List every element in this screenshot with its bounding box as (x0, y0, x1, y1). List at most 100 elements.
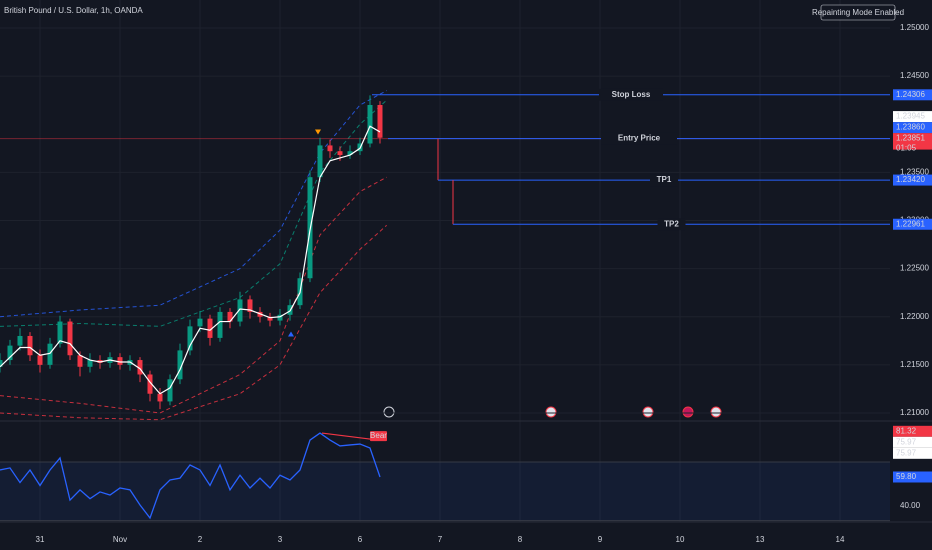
rsi-line (0, 432, 381, 520)
event-icon (545, 406, 557, 418)
candle-body (267, 316, 273, 321)
candle-body (347, 151, 353, 156)
candle-body (167, 379, 173, 402)
rsi-tag-bg (893, 447, 932, 459)
candle-body (0, 360, 3, 367)
rsi-tag-bg (893, 471, 932, 483)
rsi-tag: 81.32 (896, 426, 917, 435)
candle-body (237, 299, 243, 322)
level-tag-bg (893, 218, 932, 230)
candle-body (117, 357, 123, 365)
x-tick-label: Nov (113, 535, 127, 544)
x-tick-label: 6 (358, 535, 363, 544)
rsi-tag-bg (893, 436, 932, 448)
price-tag-sub: 01:05 (896, 144, 917, 153)
level-tag: 1.24306 (896, 90, 925, 99)
band-line (0, 90, 387, 318)
level-label: Entry Price (618, 134, 661, 143)
y-tick-label: 1.24500 (900, 71, 929, 80)
level-tag-bg (893, 174, 932, 186)
level-tag: 1.22961 (896, 219, 925, 228)
level-label-bg (599, 88, 663, 101)
level-label: TP2 (664, 219, 679, 228)
band-line (0, 99, 388, 327)
rsi-band (0, 462, 890, 521)
candle-body (77, 355, 83, 367)
price-tag: 1.23860 (896, 123, 925, 132)
divergence-line (321, 432, 379, 441)
price-tag: 1.23945 (896, 112, 925, 121)
level-label-bg (657, 218, 686, 231)
y-tick-label: 1.23500 (900, 167, 929, 176)
candle-body (217, 311, 223, 338)
x-tick-label: 10 (676, 535, 685, 544)
candle-body (247, 299, 253, 312)
candle-body (177, 350, 183, 380)
x-tick-label: 8 (518, 535, 523, 544)
event-icons (383, 406, 722, 418)
price-tag-bg (893, 111, 932, 123)
level-label-bg (650, 174, 678, 187)
event-icon (383, 406, 395, 418)
candle-body (67, 321, 73, 356)
level-label-bg (601, 132, 677, 145)
band-line (0, 176, 387, 414)
candle-body (17, 335, 23, 346)
y-tick-label: 1.25000 (900, 23, 929, 32)
candle-body (87, 360, 93, 367)
button[interactable]: Repainting Mode Enabled (812, 8, 904, 17)
divergence-label-bg (370, 431, 387, 442)
event-icon (710, 406, 722, 418)
candle-body (27, 335, 33, 356)
candle-body (377, 105, 383, 138)
rsi-tick-label: 40.00 (900, 501, 921, 510)
x-tick-label: 7 (438, 535, 443, 544)
x-tick-label: 9 (598, 535, 603, 544)
x-tick-label: 3 (278, 535, 283, 544)
y-tick-label: 1.22500 (900, 264, 929, 273)
candle-body (57, 321, 63, 344)
candle-body (47, 343, 53, 365)
candle-body (7, 345, 13, 361)
x-tick-label: 2 (198, 535, 203, 544)
event-icon (642, 406, 654, 418)
candle-body (137, 360, 143, 375)
chart-title: British Pound / U.S. Dollar, 1h, OANDA (4, 6, 143, 15)
candle-body (367, 105, 373, 144)
level-label: Stop Loss (612, 90, 651, 99)
signal-marker (315, 129, 321, 135)
band-line (0, 224, 388, 421)
price-tag: 1.23851 (896, 134, 925, 143)
price-tag-bg (893, 122, 932, 134)
x-tick-label: 14 (836, 535, 845, 544)
y-tick-label: 1.22000 (900, 312, 929, 321)
y-tick-label: 1.21500 (900, 360, 929, 369)
candle-body (317, 145, 323, 178)
candle-body (187, 326, 193, 351)
rsi-tag-bg (893, 425, 932, 437)
candle-body (147, 374, 153, 394)
rsi-tag: 75.97 (896, 448, 917, 457)
y-tick-label: 1.21000 (900, 408, 929, 417)
candle-body (277, 314, 283, 321)
candle-body (227, 311, 233, 322)
candle-body (327, 145, 333, 152)
moving-average (0, 125, 381, 395)
event-icon (682, 406, 694, 418)
rsi-tag: 59.80 (896, 472, 917, 481)
level-tag: 1.23420 (896, 175, 925, 184)
level-tag-bg (893, 89, 932, 101)
divergence-label: Bear (370, 431, 387, 440)
price-tag-bg (893, 133, 932, 145)
button-frame (820, 4, 896, 21)
level-label: TP1 (657, 175, 672, 184)
candle-body (37, 355, 43, 365)
candle-body (157, 393, 163, 402)
candle-body (197, 318, 203, 327)
x-tick-label: 31 (36, 535, 45, 544)
rsi-tag: 75.97 (896, 437, 917, 446)
candle-body (337, 151, 343, 156)
x-tick-label: 13 (756, 535, 765, 544)
